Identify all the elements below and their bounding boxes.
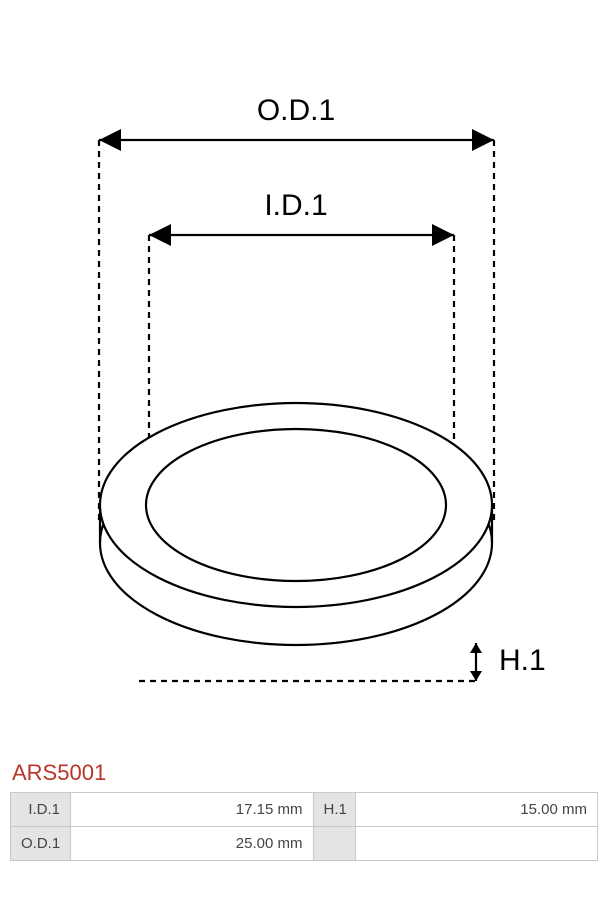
table-row: O.D.1 25.00 mm	[11, 827, 598, 861]
spec-label: H.1	[313, 793, 355, 827]
ring-shape	[100, 403, 492, 645]
spec-label: I.D.1	[11, 793, 71, 827]
technical-diagram: O.D.1 I.D.1	[10, 10, 598, 750]
spec-value: 17.15 mm	[71, 793, 314, 827]
id-label: I.D.1	[264, 189, 327, 222]
h-arrow-up	[470, 643, 482, 653]
table-row: I.D.1 17.15 mm H.1 15.00 mm	[11, 793, 598, 827]
product-code: ARS5001	[12, 760, 598, 786]
spec-label	[313, 827, 355, 861]
specs-table: I.D.1 17.15 mm H.1 15.00 mm O.D.1 25.00 …	[10, 792, 598, 861]
h-arrow-down	[470, 671, 482, 681]
h-label: H.1	[499, 644, 546, 677]
spec-value: 25.00 mm	[71, 827, 314, 861]
spec-value: 15.00 mm	[355, 793, 598, 827]
od-label: O.D.1	[257, 94, 335, 127]
ring-diagram-svg: O.D.1 I.D.1	[44, 70, 564, 730]
spec-label: O.D.1	[11, 827, 71, 861]
spec-value	[355, 827, 598, 861]
